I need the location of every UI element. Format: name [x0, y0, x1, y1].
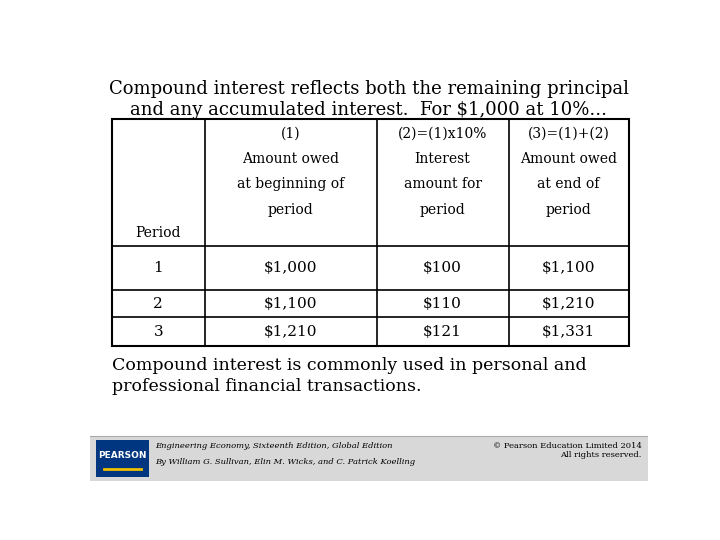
- Text: period: period: [420, 202, 466, 217]
- Text: $1,100: $1,100: [264, 296, 318, 310]
- Text: Compound interest is commonly used in personal and: Compound interest is commonly used in pe…: [112, 357, 586, 374]
- Text: 1: 1: [153, 261, 163, 275]
- Text: $1,000: $1,000: [264, 261, 318, 275]
- Bar: [90, 436, 648, 481]
- Text: By William G. Sullivan, Elin M. Wicks, and C. Patrick Koelling: By William G. Sullivan, Elin M. Wicks, a…: [155, 457, 415, 465]
- Text: $1,100: $1,100: [542, 261, 595, 275]
- Text: $100: $100: [423, 261, 462, 275]
- Text: $110: $110: [423, 296, 462, 310]
- Text: Engineering Economy, Sixteenth Edition, Global Edition: Engineering Economy, Sixteenth Edition, …: [155, 442, 392, 450]
- Bar: [112, 119, 629, 346]
- Text: amount for: amount for: [404, 177, 482, 191]
- Text: © Pearson Education Limited 2014
All rights reserved.: © Pearson Education Limited 2014 All rig…: [493, 442, 642, 460]
- Text: at end of: at end of: [537, 177, 600, 191]
- Text: $1,210: $1,210: [542, 296, 595, 310]
- Text: and any accumulated interest.  For $1,000 at 10%...: and any accumulated interest. For $1,000…: [130, 101, 608, 119]
- Text: Interest: Interest: [415, 152, 470, 166]
- Text: period: period: [268, 202, 314, 217]
- Text: $121: $121: [423, 325, 462, 339]
- Text: Compound interest reflects both the remaining principal: Compound interest reflects both the rema…: [109, 80, 629, 98]
- Text: 2: 2: [153, 296, 163, 310]
- Text: $1,331: $1,331: [542, 325, 595, 339]
- Text: Period: Period: [135, 226, 181, 240]
- Text: 3: 3: [153, 325, 163, 339]
- Text: (1): (1): [281, 126, 300, 140]
- Text: Amount owed: Amount owed: [242, 152, 339, 166]
- Text: period: period: [546, 202, 591, 217]
- Text: Amount owed: Amount owed: [520, 152, 617, 166]
- Bar: [96, 440, 149, 477]
- Text: (2)=(1)x10%: (2)=(1)x10%: [398, 126, 487, 140]
- Text: at beginning of: at beginning of: [237, 177, 344, 191]
- Text: (3)=(1)+(2): (3)=(1)+(2): [528, 126, 610, 140]
- Text: $1,210: $1,210: [264, 325, 318, 339]
- Text: professional financial transactions.: professional financial transactions.: [112, 378, 421, 395]
- Text: PEARSON: PEARSON: [99, 451, 147, 461]
